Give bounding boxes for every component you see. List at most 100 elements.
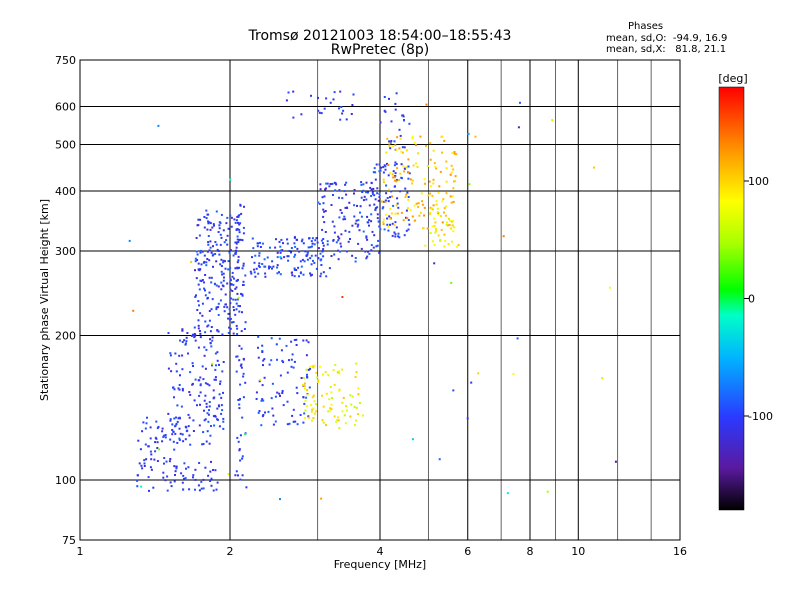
echo-point xyxy=(396,197,399,200)
echo-point xyxy=(203,409,205,412)
echo-point xyxy=(206,250,209,253)
echo-point xyxy=(157,425,160,428)
echo-point xyxy=(352,93,355,96)
echo-point xyxy=(196,309,199,311)
echo-point xyxy=(219,380,222,383)
echo-point xyxy=(236,238,239,241)
echo-point xyxy=(228,251,231,254)
echo-point xyxy=(225,239,228,242)
echo-point xyxy=(214,241,217,243)
echo-point xyxy=(237,215,240,218)
echo-point xyxy=(217,231,220,233)
echo-point xyxy=(231,275,234,278)
echo-point xyxy=(382,218,385,221)
echo-point xyxy=(392,176,395,179)
echo-point xyxy=(183,339,186,342)
echo-point xyxy=(146,416,148,419)
echo-point xyxy=(216,481,219,484)
echo-point xyxy=(339,90,342,93)
echo-point xyxy=(271,407,274,410)
echo-point xyxy=(323,107,326,110)
echo-point xyxy=(215,308,218,311)
echo-point xyxy=(180,405,183,408)
echo-point xyxy=(175,362,178,365)
echo-point xyxy=(394,212,397,215)
echo-point xyxy=(423,178,426,181)
echo-point xyxy=(452,187,455,190)
echo-point xyxy=(229,214,232,217)
echo-point xyxy=(403,167,406,170)
echo-point xyxy=(270,359,273,362)
echo-point xyxy=(378,251,381,254)
echo-point xyxy=(376,192,379,195)
echo-point xyxy=(438,185,441,188)
echo-point xyxy=(338,216,341,219)
echo-point xyxy=(212,397,215,400)
echo-point xyxy=(310,240,313,243)
echo-point xyxy=(299,271,302,274)
echo-point xyxy=(236,235,239,238)
echo-point xyxy=(291,414,294,417)
echo-point xyxy=(229,302,232,305)
y-tick-label: 600 xyxy=(55,101,76,114)
echo-point xyxy=(239,459,242,462)
echo-point xyxy=(287,255,290,258)
echo-point xyxy=(438,458,441,461)
echo-point xyxy=(182,488,185,491)
echo-point xyxy=(257,335,260,338)
echo-point xyxy=(400,177,403,180)
echo-point xyxy=(337,239,340,242)
echo-point xyxy=(221,333,224,336)
echo-point xyxy=(312,259,314,262)
echo-point xyxy=(185,336,188,339)
echo-point xyxy=(474,135,477,138)
echo-point xyxy=(137,439,140,442)
echo-point xyxy=(263,258,266,261)
echo-point xyxy=(407,171,410,174)
echo-point xyxy=(234,252,237,255)
echo-point xyxy=(237,440,240,443)
echo-point xyxy=(202,487,205,490)
echo-point xyxy=(187,425,190,428)
echo-point xyxy=(206,412,209,415)
echo-point xyxy=(169,352,172,355)
echo-point xyxy=(239,222,242,225)
echo-point xyxy=(238,398,241,401)
echo-point xyxy=(272,414,275,417)
echo-point xyxy=(519,101,521,104)
echo-point xyxy=(342,109,345,112)
echo-point xyxy=(257,272,260,275)
echo-point xyxy=(399,134,402,137)
x-tick-label: 4 xyxy=(377,545,384,558)
echo-point xyxy=(231,290,234,292)
echo-point xyxy=(341,296,344,298)
echo-point xyxy=(362,230,365,233)
echo-point xyxy=(172,386,174,389)
echo-point xyxy=(211,336,214,339)
echo-point xyxy=(384,165,387,168)
echo-point xyxy=(437,213,440,216)
echo-point xyxy=(546,490,549,493)
echo-point xyxy=(229,249,232,252)
echo-point xyxy=(324,231,327,233)
echo-point xyxy=(302,242,305,245)
echo-point xyxy=(293,275,296,278)
echo-point xyxy=(196,404,198,407)
echo-point xyxy=(404,196,407,198)
echo-point xyxy=(149,437,152,440)
echo-point xyxy=(357,223,360,226)
echo-point xyxy=(232,298,235,301)
echo-point xyxy=(178,384,181,386)
echo-point xyxy=(320,497,323,500)
echo-point xyxy=(375,163,378,166)
echo-point xyxy=(411,137,414,139)
echo-point xyxy=(389,141,392,144)
echo-point xyxy=(152,486,155,489)
echo-point xyxy=(445,160,448,163)
echo-point xyxy=(172,430,175,433)
echo-point xyxy=(306,251,309,254)
echo-point xyxy=(366,191,369,194)
echo-point xyxy=(393,176,396,179)
echo-point xyxy=(238,223,241,226)
